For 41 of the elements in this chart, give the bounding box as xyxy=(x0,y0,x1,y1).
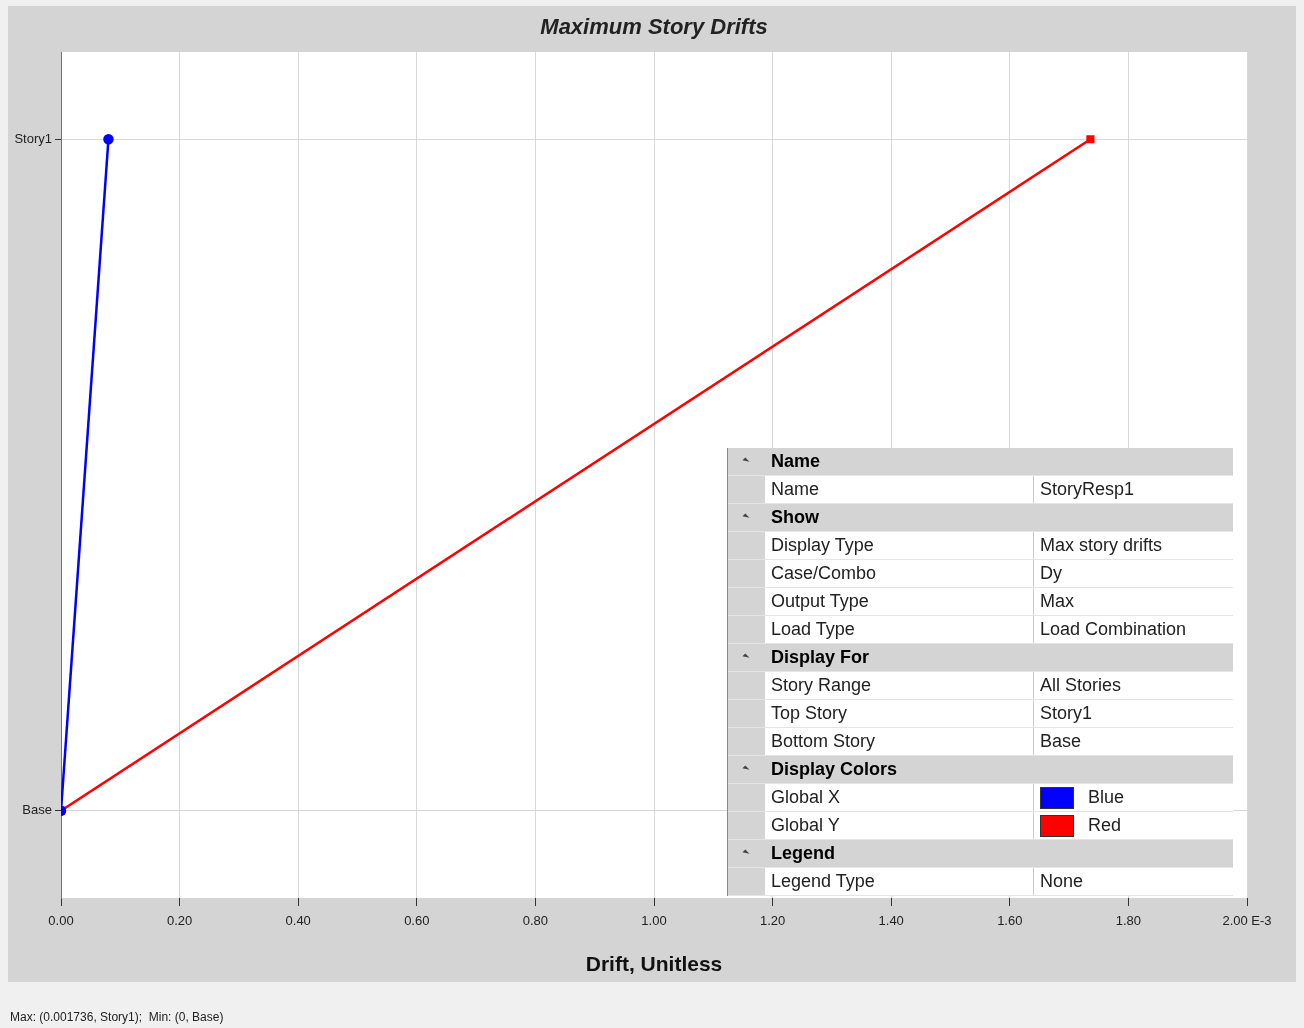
category-label: Top Story xyxy=(771,703,848,723)
text: Blue xyxy=(1088,787,1125,807)
text: Red xyxy=(1088,815,1122,835)
x-tick-label: 0.80 xyxy=(522,913,549,929)
text: StoryResp1 xyxy=(1040,479,1135,499)
text: Max: (0.001736, Story1); Min: (0, Base) xyxy=(10,1010,224,1024)
text: Dy xyxy=(1040,563,1062,583)
text: Max xyxy=(1040,591,1075,611)
x-tick-label: 1.20 xyxy=(759,913,786,929)
x-tick-label: 0.20 xyxy=(166,913,193,929)
x-tick-label: 1.40 xyxy=(878,913,904,929)
category-label: Story Range xyxy=(771,675,872,695)
chart-title: Maximum Story Drifts xyxy=(540,14,768,40)
text: All Stories xyxy=(1040,675,1122,695)
category-label: Global X xyxy=(771,787,841,807)
x-tick-label: 1.60 xyxy=(997,913,1023,929)
x-tick-label: 1.80 xyxy=(1115,913,1142,929)
x-tick-label: 2.00 E-3 xyxy=(1222,913,1272,929)
category-label: Name xyxy=(771,479,820,499)
category-label: Legend Type xyxy=(771,871,875,891)
x-tick-label: 0.60 xyxy=(404,913,430,929)
x-tick-label: 0.40 xyxy=(285,913,311,929)
category-label: Load Type xyxy=(771,619,855,639)
text: Max story drifts xyxy=(1040,535,1163,555)
category-label: Show xyxy=(771,507,819,527)
x-tick-label: 1.00 xyxy=(641,913,667,929)
category-label: Name xyxy=(771,451,821,471)
category-label: Global Y xyxy=(771,815,840,835)
category-label: Display Colors xyxy=(771,759,898,779)
text: None xyxy=(1040,871,1084,891)
category-label: Display Type xyxy=(771,535,874,555)
x-axis-title: Drift, Unitless xyxy=(585,952,723,976)
category-label: Display For xyxy=(771,647,870,667)
category-label: Output Type xyxy=(771,591,869,611)
text: Base xyxy=(1040,731,1082,751)
x-tick-label: 0.00 xyxy=(48,913,74,929)
category-label: Legend xyxy=(771,843,836,863)
text: Story1 xyxy=(1040,703,1093,723)
category-label: Bottom Story xyxy=(771,731,876,751)
text: Load Combination xyxy=(1040,619,1187,639)
category-label: Case/Combo xyxy=(771,563,877,583)
